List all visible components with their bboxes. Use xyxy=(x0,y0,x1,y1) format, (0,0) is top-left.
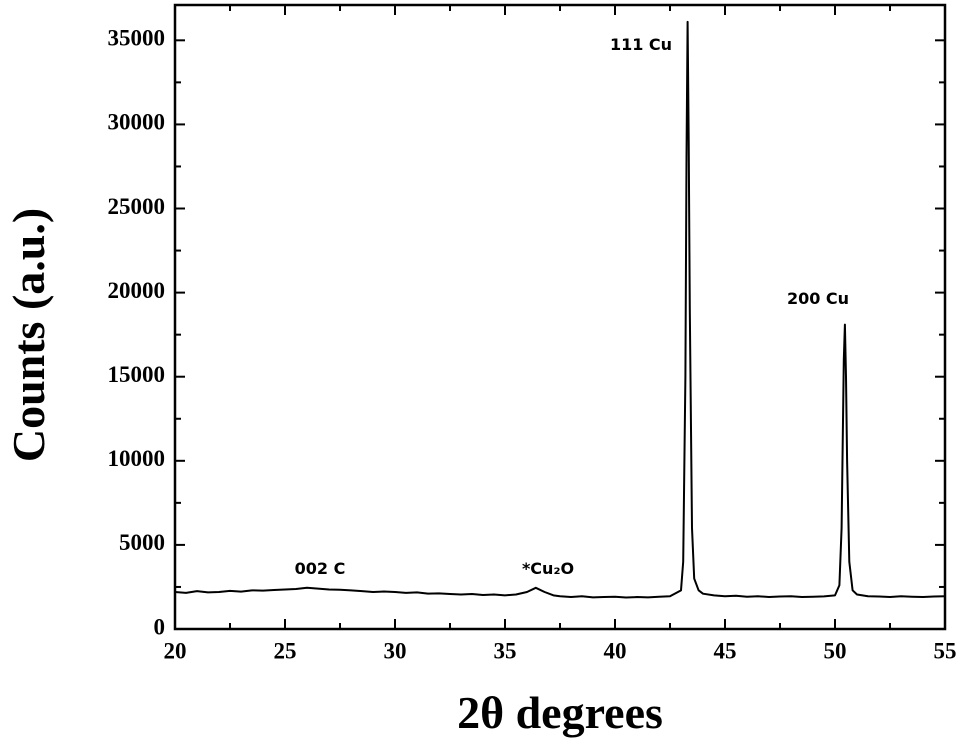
x-tick-label: 35 xyxy=(494,638,517,663)
y-tick-label: 35000 xyxy=(108,26,166,51)
x-tick-label: 55 xyxy=(934,638,957,663)
x-tick-label: 50 xyxy=(824,638,847,663)
y-tick-label: 10000 xyxy=(108,446,166,471)
y-tick-label: 30000 xyxy=(108,110,166,135)
annotation: 200 Cu xyxy=(787,289,849,308)
y-tick-label: 5000 xyxy=(119,530,165,555)
x-axis-label: 2θ degrees xyxy=(457,687,663,738)
data-line xyxy=(174,20,946,599)
annotation: 002 C xyxy=(295,559,346,578)
y-tick-label: 25000 xyxy=(108,194,166,219)
x-tick-label: 30 xyxy=(384,638,407,663)
annotation: *Cu₂O xyxy=(522,559,574,578)
annotation: 111 Cu xyxy=(610,35,672,54)
x-tick-label: 40 xyxy=(604,638,627,663)
x-tick-label: 25 xyxy=(274,638,297,663)
x-tick-label: 20 xyxy=(164,638,187,663)
plot-frame xyxy=(173,3,947,631)
y-tick-label: 0 xyxy=(154,614,166,639)
y-tick-label: 20000 xyxy=(108,278,166,303)
y-axis-label: Counts (a.u.) xyxy=(3,208,54,462)
y-tick-label: 15000 xyxy=(108,362,166,387)
x-tick-label: 45 xyxy=(714,638,737,663)
